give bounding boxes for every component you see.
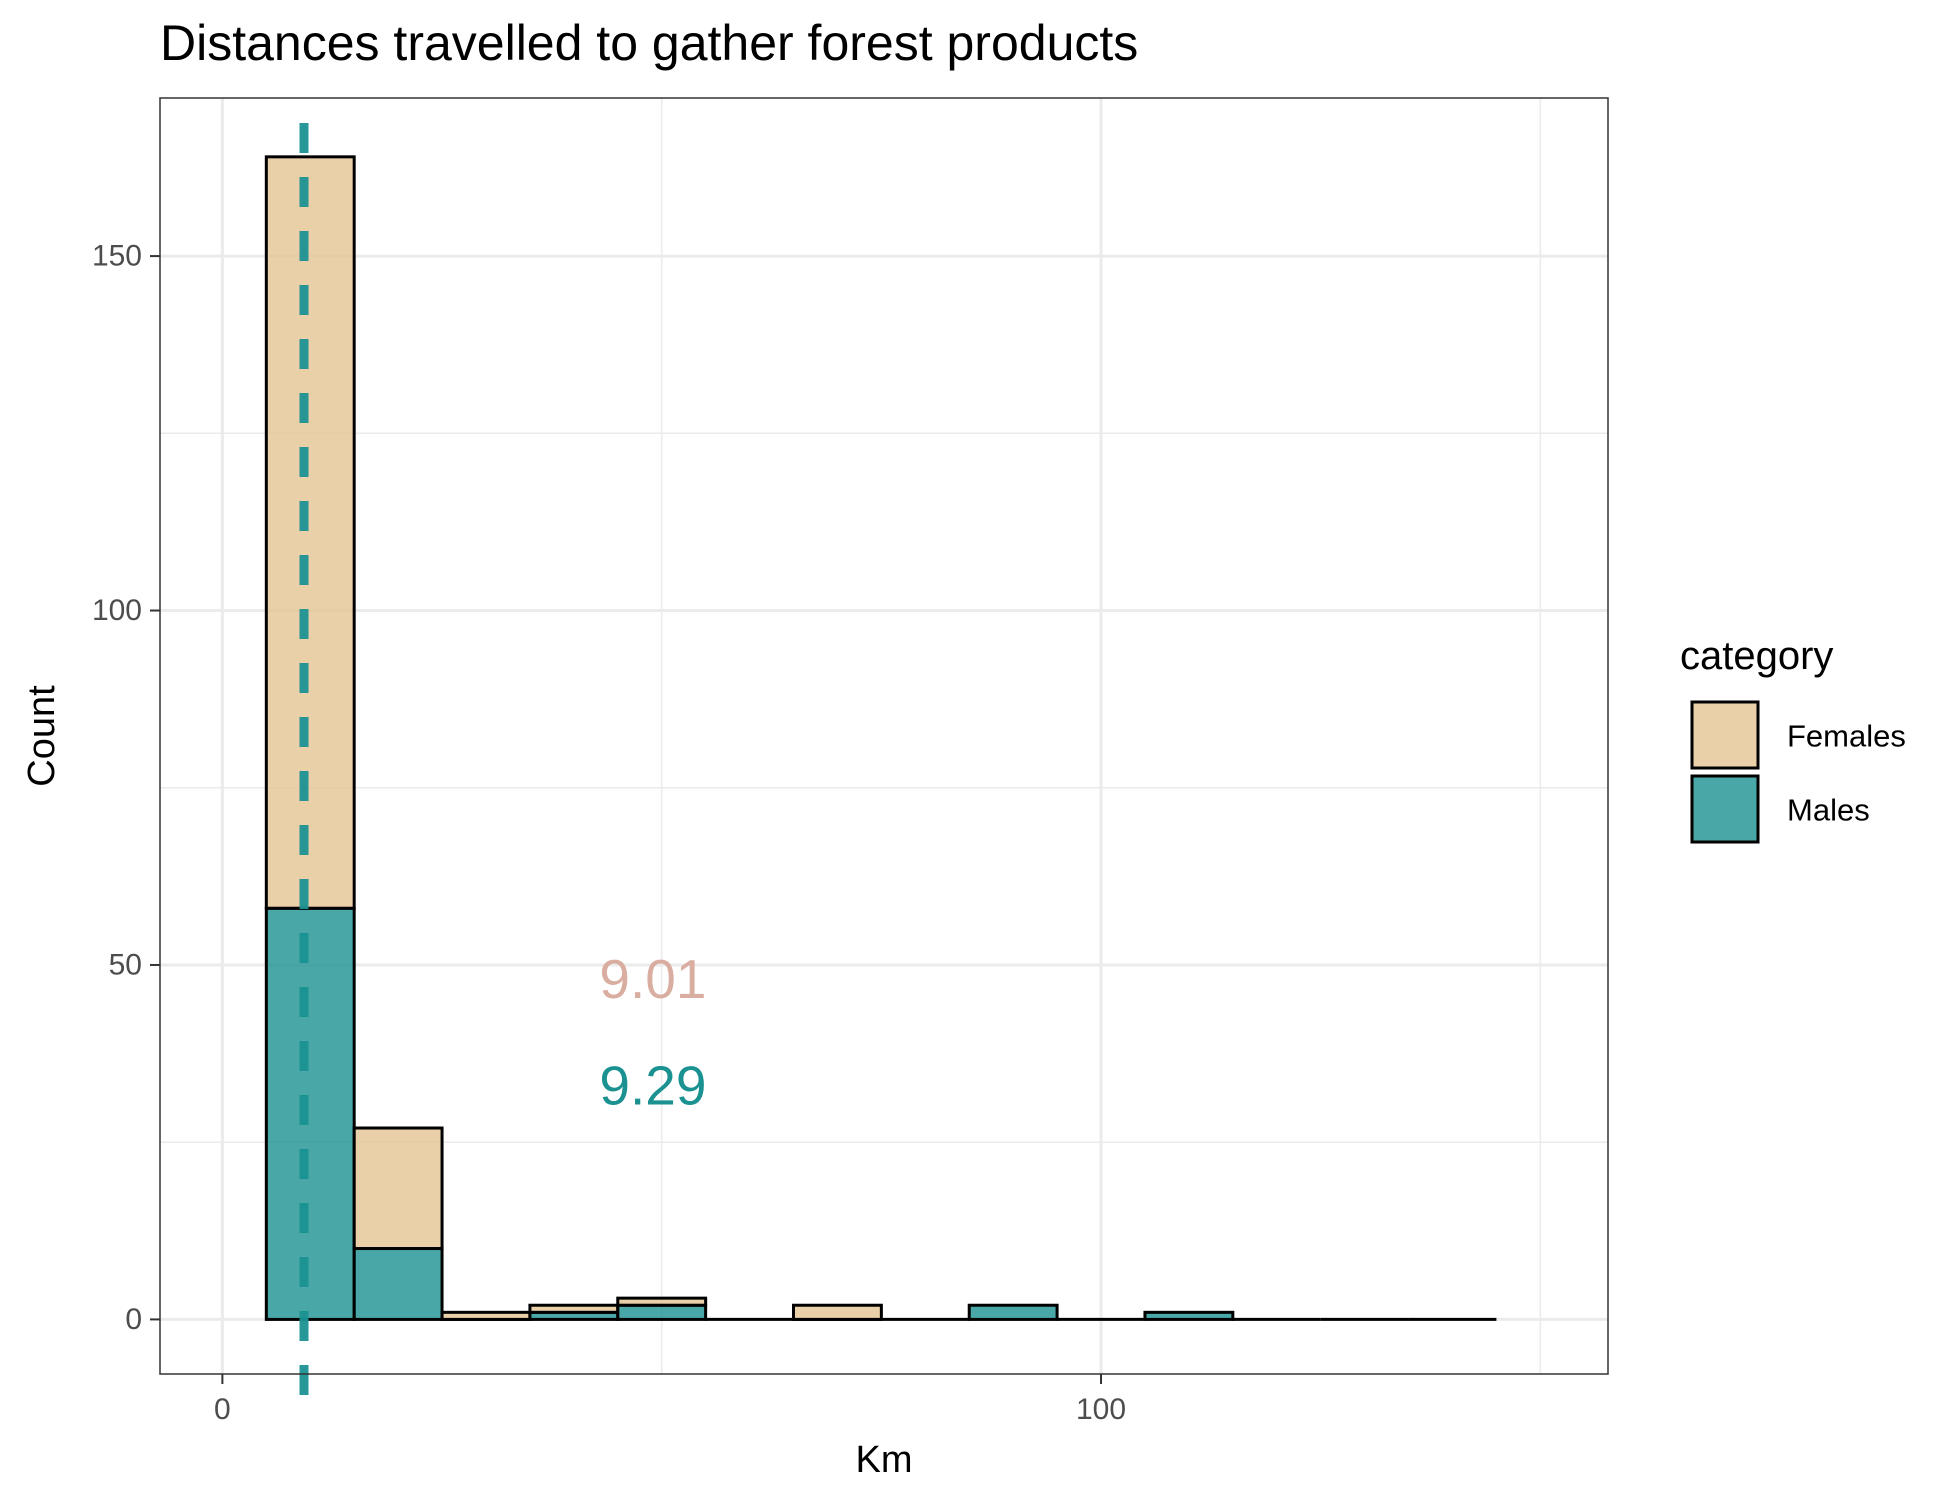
bar-females (616, 1296, 708, 1307)
legend-label-males: Males (1787, 793, 1870, 828)
panel-border (159, 97, 1609, 1375)
y-axis-title: Count (21, 685, 63, 787)
legend-key-males (1690, 774, 1760, 844)
y-tick-label: 150 (92, 240, 142, 273)
bar-males (1143, 1310, 1235, 1321)
histogram-bars (264, 155, 1497, 1321)
bar-females (792, 1303, 883, 1321)
y-tick-label: 100 (92, 594, 142, 627)
bar-males (616, 1303, 708, 1321)
mean-annotation: 9.01 (599, 948, 706, 1010)
x-axis-title: Km (856, 1439, 913, 1481)
bar-males (352, 1247, 444, 1321)
legend-key-females (1690, 700, 1760, 770)
bar-males (967, 1303, 1059, 1321)
bar-females (440, 1310, 532, 1321)
axes: 0 100 0 50 100 150 (92, 240, 1126, 1426)
bar-females (528, 1303, 620, 1314)
bar-females (264, 155, 356, 910)
chart-title: Distances travelled to gather forest pro… (160, 15, 1138, 71)
annotation-layer: 9.01 9.29 (599, 948, 706, 1116)
y-tick-label: 50 (109, 948, 142, 981)
legend-label-females: Females (1787, 719, 1906, 754)
bar-females (352, 1126, 444, 1251)
y-tick-label: 0 (125, 1303, 142, 1336)
mean-annotation: 9.29 (599, 1054, 706, 1116)
grid-lines (160, 98, 1608, 1374)
legend-items: Females Males (1690, 700, 1906, 844)
bar-males (264, 906, 356, 1321)
legend: category Females Males (1680, 634, 1906, 844)
legend-title: category (1680, 634, 1833, 678)
x-tick-label: 0 (214, 1393, 231, 1426)
x-tick-label: 100 (1076, 1393, 1126, 1426)
